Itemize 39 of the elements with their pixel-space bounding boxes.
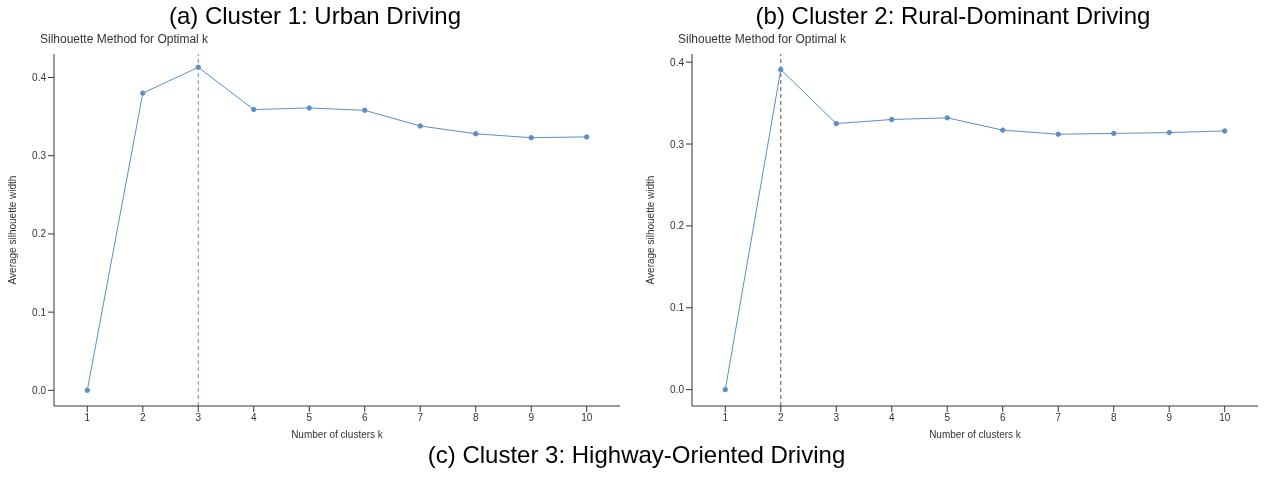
y-tick-label: 0.1 (670, 302, 685, 314)
text: (c) Cluster 3: Highway-Oriented Driving (426, 440, 847, 470)
x-tick-label: 6 (999, 412, 1006, 424)
x-tick-label: 3 (833, 412, 840, 424)
x-tick-label: 10 (581, 412, 593, 424)
x-tick-label: 8 (472, 412, 479, 424)
x-tick-label: 1 (722, 412, 729, 424)
y-tick-label: 0.0 (32, 384, 47, 396)
x-tick-label: 5 (944, 412, 951, 424)
x-tick-label: 6 (361, 412, 368, 424)
chart-subtitle: Silhouette Method for Optimal k (678, 32, 848, 48)
x-tick-label: 3 (195, 412, 202, 424)
chart-title: (b) Cluster 2: Rural-Dominant Driving (754, 1, 1152, 31)
y-tick-label: 0.4 (670, 56, 685, 68)
x-tick-label: 5 (306, 412, 313, 424)
y-tick-label: 0.2 (32, 228, 47, 240)
x-axis-title: Number of clusters k (929, 429, 1022, 440)
y-tick-label: 0.4 (32, 72, 47, 84)
y-tick-label: 0.2 (670, 220, 685, 232)
y-axis-title: Average silhouette width (644, 175, 656, 285)
chart-title: (a) Cluster 1: Urban Driving (167, 1, 463, 31)
x-axis-title: Number of clusters k (291, 429, 384, 440)
x-tick-label: 2 (778, 412, 784, 424)
chart-subtitle: Silhouette Method for Optimal k (40, 32, 210, 48)
x-tick-label: 7 (417, 412, 424, 424)
x-tick-label: 9 (528, 412, 535, 424)
y-tick-label: 0.0 (670, 384, 685, 396)
y-tick-label: 0.3 (32, 150, 47, 162)
x-tick-label: 2 (140, 412, 146, 424)
y-tick-label: 0.1 (32, 306, 47, 318)
y-tick-label: 0.3 (670, 138, 685, 150)
x-tick-label: 7 (1055, 412, 1062, 424)
x-tick-label: 10 (1219, 412, 1231, 424)
y-axis-title: Average silhouette width (6, 175, 18, 285)
x-tick-label: 1 (84, 412, 91, 424)
x-tick-label: 9 (1166, 412, 1173, 424)
x-tick-label: 4 (250, 412, 257, 424)
x-tick-label: 8 (1110, 412, 1117, 424)
x-tick-label: 4 (888, 412, 895, 424)
